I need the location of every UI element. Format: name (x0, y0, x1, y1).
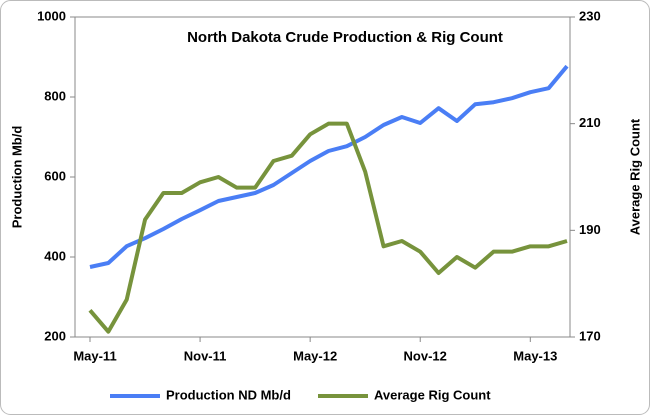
x-tick-label: May-13 (513, 348, 557, 363)
y2-tick-label: 170 (579, 328, 601, 343)
x-tick-label: Nov-11 (184, 348, 227, 363)
y-axis-title: Production Mb/d (9, 126, 24, 229)
y2-axis-title: Average Rig Count (627, 118, 642, 235)
y-tick-label: 600 (44, 168, 66, 183)
legend-label: Average Rig Count (374, 387, 491, 402)
y2-tick-label: 190 (579, 222, 601, 237)
legend-label: Production ND Mb/d (166, 387, 291, 402)
x-tick-label: May-12 (293, 348, 337, 363)
y-tick-label: 800 (44, 88, 66, 103)
y-tick-label: 200 (44, 328, 66, 343)
y-tick-label: 400 (44, 248, 66, 263)
chart-title: North Dakota Crude Production & Rig Coun… (187, 29, 503, 46)
x-tick-label: May-11 (73, 348, 116, 363)
y-tick-label: 1000 (37, 8, 66, 23)
y2-tick-label: 210 (579, 115, 601, 130)
y2-tick-label: 230 (579, 8, 601, 23)
series-line (88, 121, 568, 334)
series-line (89, 64, 569, 269)
x-tick-label: Nov-12 (404, 348, 447, 363)
